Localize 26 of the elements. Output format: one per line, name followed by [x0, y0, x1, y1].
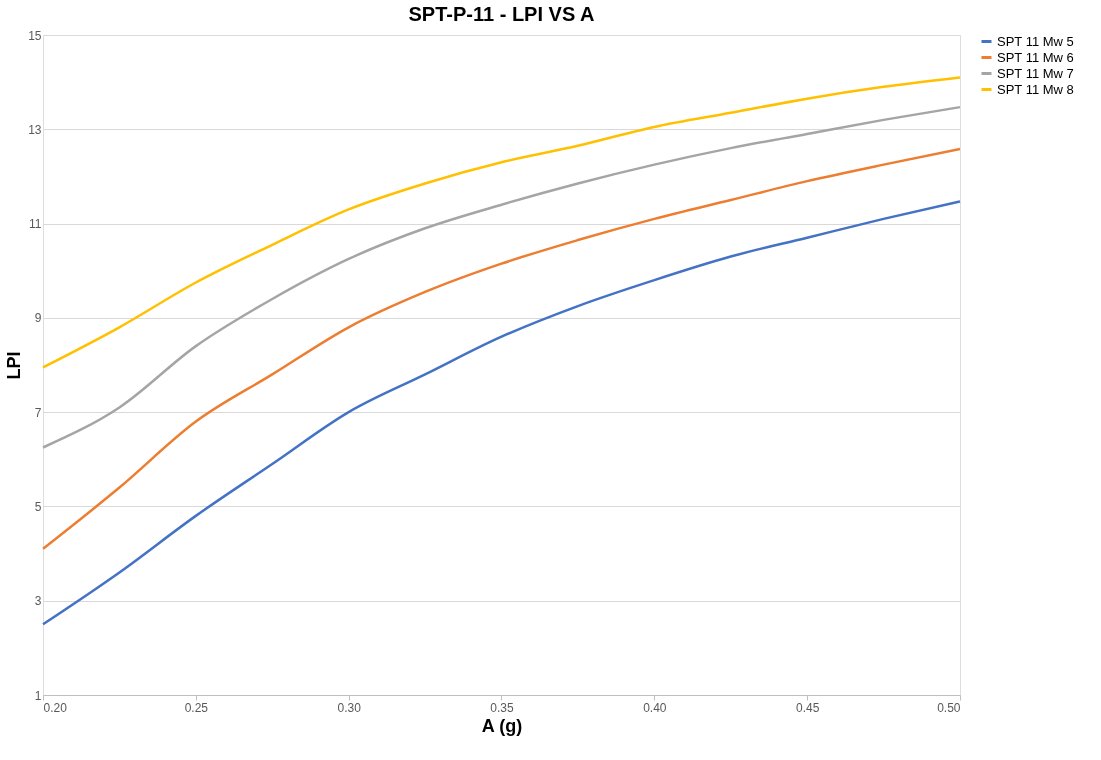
legend-label: SPT 11 Mw 5	[997, 33, 1074, 49]
x-tick-label: 0.50	[937, 700, 961, 715]
y-tick-label: 13	[28, 122, 42, 137]
y-tick-label: 9	[34, 311, 42, 326]
line-series	[41, 147, 962, 551]
y-axis-title: LPI	[4, 351, 25, 380]
y-tick-label: 11	[29, 217, 42, 232]
legend-label: SPT 11 Mw 6	[997, 49, 1074, 65]
x-tick-label: 0.30	[337, 700, 362, 715]
y-tick-label: 3	[34, 594, 42, 609]
y-tick-label: 1	[34, 688, 42, 703]
line-series	[41, 200, 962, 626]
y-tick-label: 15	[28, 28, 42, 43]
x-axis-title: A (g)	[481, 715, 523, 736]
x-tick-label: 0.45	[795, 700, 820, 715]
line-series	[41, 105, 962, 449]
line-series	[41, 76, 962, 369]
legend-label: SPT 11 Mw 7	[997, 65, 1074, 81]
legend-label: SPT 11 Mw 8	[997, 81, 1074, 97]
x-tick-label: 0.35	[490, 700, 514, 715]
x-tick-label: 0.25	[184, 700, 209, 715]
y-tick-label: 5	[34, 499, 42, 514]
x-tick-label: 0.40	[643, 700, 667, 715]
y-tick-label: 7	[34, 405, 42, 420]
chart-title: SPT-P-11 - LPI VS A	[408, 3, 595, 25]
x-tick-label: 0.20	[43, 700, 68, 715]
